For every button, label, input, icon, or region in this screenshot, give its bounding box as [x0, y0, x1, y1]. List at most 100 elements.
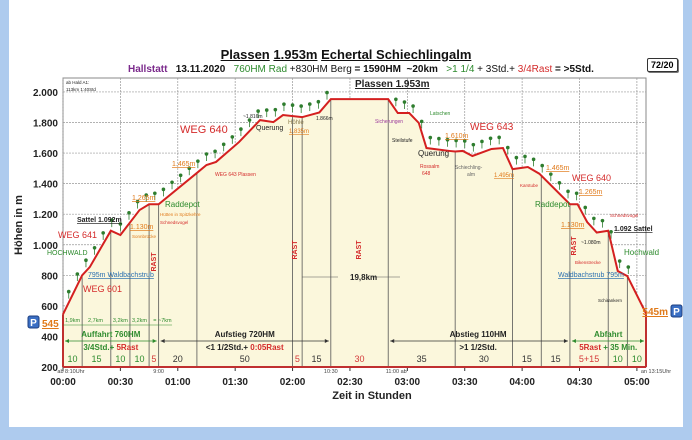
- annotation-weg643p: WEG 643 Plassen: [215, 172, 256, 178]
- segment-duration: 5: [295, 354, 300, 364]
- tree-icon: [239, 127, 243, 131]
- tree-icon: [583, 205, 588, 210]
- annotation-sonn: Sonnbrücke: [132, 234, 157, 239]
- tree-icon: [204, 152, 209, 156]
- segment-duration: 5: [151, 354, 156, 364]
- segment-duration: 30: [479, 354, 489, 364]
- tree-icon: [135, 199, 140, 204]
- y-tick-label: 1.200: [33, 210, 58, 221]
- tree-icon: [282, 102, 286, 106]
- aufstieg-time: <1 1/2Std.+ 0:05Rast: [206, 343, 284, 352]
- page-title: Plassen 1.953m Echertal Schiechlingalm: [0, 47, 692, 62]
- tree-icon: [394, 97, 398, 102]
- tree-icon: [127, 210, 131, 215]
- y-axis-label: Höhen in m: [13, 195, 25, 255]
- x-tick-label: 02:00: [280, 377, 306, 388]
- segment-duration: 15: [311, 354, 321, 364]
- annotation-waldbach_l: 795m Waldbachstrub: [88, 272, 154, 279]
- segment-duration: 10: [115, 354, 125, 364]
- annotation-schned_r: Schnedsvogel: [610, 213, 638, 218]
- tree-icon: [221, 142, 226, 147]
- tree-icon: [445, 137, 450, 142]
- annotation-schiech1: Schiechling-: [455, 165, 483, 171]
- tree-icon: [247, 118, 252, 122]
- x-tick-label: 00:00: [50, 377, 76, 388]
- y-tick-label: 2.000: [33, 88, 58, 99]
- annotation-karst: Karstube: [520, 183, 539, 188]
- subtitle-date: 13.11.2020: [175, 64, 226, 75]
- tree-icon: [540, 163, 545, 168]
- aufstieg-title: Aufstieg 720HM: [215, 330, 275, 339]
- annotation-h1495: 1.495m: [494, 173, 514, 179]
- tree-icon: [264, 108, 269, 112]
- tree-icon: [213, 149, 217, 154]
- segment-duration: 5+15: [579, 354, 599, 364]
- subtitle-distance: ~20km: [406, 64, 438, 75]
- tree-icon: [256, 109, 260, 113]
- annotation-info2: 113km 1:40Std: [66, 87, 96, 92]
- x-tick-label: 02:30: [337, 377, 363, 388]
- distance-mark: = ~7km: [153, 318, 172, 324]
- annotation-latschen: Latschen: [430, 111, 451, 117]
- distance-mark: 3,2km: [132, 318, 147, 324]
- tree-icon: [454, 138, 458, 143]
- tree-icon: [626, 265, 631, 269]
- annotation-h1465_r: 1.465m: [546, 165, 570, 172]
- clock-mark: 9:00: [153, 369, 164, 375]
- tree-icon: [92, 246, 97, 250]
- tree-icon: [316, 99, 321, 104]
- annotation-h1465_l: 1.465m: [172, 161, 196, 168]
- subtitle-hike-time: + 3Std.+: [477, 64, 515, 75]
- segment-duration: 30: [355, 354, 365, 364]
- annotation-schir: Schirankern: [598, 298, 623, 303]
- annotation-rast4: RAST: [571, 236, 578, 256]
- abstieg-time: >1 1/2Std.: [459, 343, 497, 352]
- annotation-h1835: 1.835m: [289, 129, 309, 135]
- annotation-rast3: RAST: [151, 252, 158, 272]
- clock-mark: 11:00 ab: [386, 369, 407, 375]
- segment-duration: 35: [417, 354, 427, 364]
- tree-icon: [307, 102, 312, 106]
- annotation-h1080: ~1.080m: [581, 240, 601, 246]
- tree-icon: [557, 180, 562, 185]
- tree-icon: [462, 139, 467, 143]
- annotation-summit: Plassen 1.953m: [355, 79, 430, 90]
- auffahrt-title: Auffahrt 760HM: [81, 330, 140, 339]
- annotation-biken: Bikenstrecke: [575, 260, 601, 265]
- tree-icon: [428, 135, 433, 140]
- tree-icon: [411, 104, 415, 108]
- subtitle-hike: +830HM Berg: [289, 64, 352, 75]
- title-route: Echertal Schiechlingalm: [321, 47, 472, 62]
- title-height: 1.953m: [273, 47, 318, 62]
- y-tick-label: 1.400: [33, 180, 58, 191]
- segment-duration: 20: [173, 354, 183, 364]
- annotation-h1130_l: 1.130m: [130, 224, 154, 231]
- annotation-h1265_r: 1.265m: [579, 189, 603, 196]
- aufstieg-rest: 0:05Rast: [250, 343, 284, 352]
- tree-icon: [574, 191, 579, 196]
- segment-duration: 15: [522, 354, 532, 364]
- subtitle-place: Hallstatt: [128, 64, 168, 75]
- tree-icon: [471, 142, 476, 147]
- annotation-r648: 648: [422, 171, 431, 177]
- tree-icon: [419, 119, 424, 124]
- tree-icon: [549, 172, 553, 176]
- y-tick-label: 200: [41, 363, 58, 374]
- tree-icon: [230, 135, 235, 139]
- tree-icon: [66, 289, 71, 294]
- tree-icon: [84, 258, 88, 262]
- distance-mark: 2,7km: [88, 318, 103, 324]
- segment-duration: 15: [551, 354, 561, 364]
- x-axis-label: Zeit in Stunden: [332, 390, 412, 402]
- x-tick-label: 04:30: [567, 377, 593, 388]
- subtitle-bike-time: >1 1/4: [446, 64, 475, 75]
- tree-icon: [566, 189, 570, 194]
- annotation-h1610: 1.610m: [445, 133, 469, 140]
- y-tick-label: 1.000: [33, 241, 58, 252]
- segment-duration: 15: [91, 354, 101, 364]
- abfahrt-rest: 5Rast + 35 Min.: [579, 343, 637, 352]
- annotation-querung_l: Querung: [256, 125, 283, 132]
- tree-icon: [609, 230, 613, 234]
- tree-icon: [480, 139, 484, 144]
